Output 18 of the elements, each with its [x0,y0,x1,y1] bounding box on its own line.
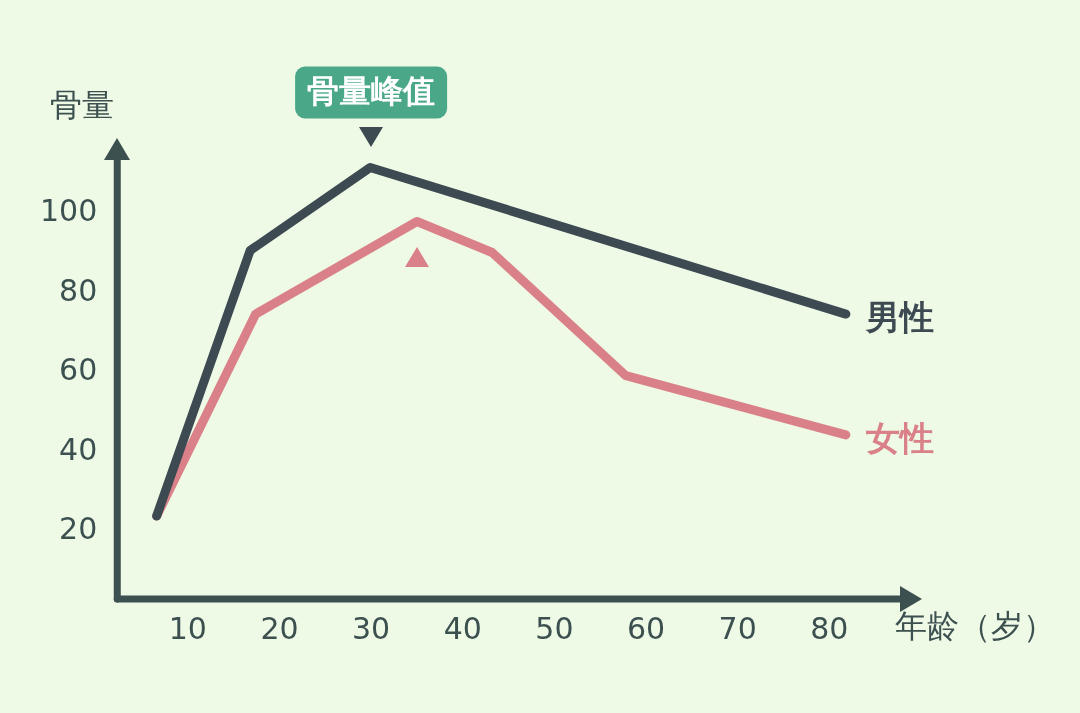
x-tick-label: 10 [168,610,207,646]
y-tick-label: 60 [59,352,98,388]
series-label: 女性 [864,417,934,458]
x-tick-label: 60 [626,610,666,646]
y-axis-title: 骨量 [50,86,115,125]
x-axis-title: 年龄（岁） [895,607,1055,646]
y-tick-label: 100 [40,193,98,229]
x-tick-label: 70 [718,610,757,646]
annotation: 骨量峰值 [307,71,436,110]
y-tick-label: 20 [59,511,98,547]
x-tick-label: 30 [352,610,391,646]
x-tick-label: 20 [260,610,299,646]
y-tick-label: 40 [59,431,98,467]
x-tick-label: 40 [443,610,482,646]
x-tick-label: 50 [535,610,574,646]
y-tick-label: 80 [59,272,98,308]
series-label: 男性 [864,296,934,337]
x-tick-label: 80 [810,610,849,646]
